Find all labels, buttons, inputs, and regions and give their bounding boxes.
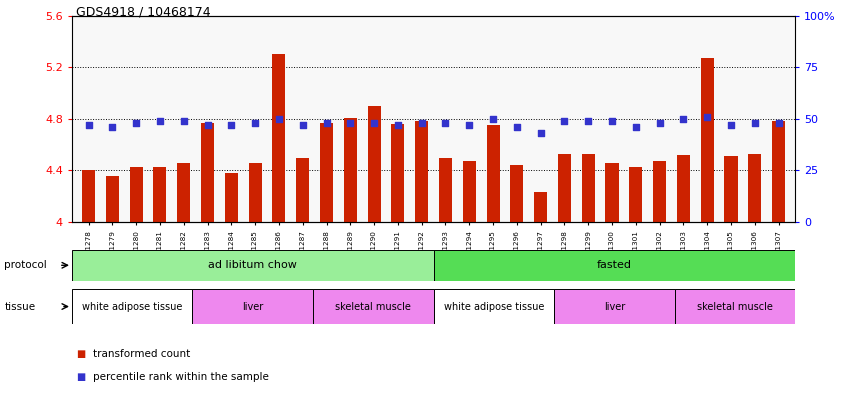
- Text: protocol: protocol: [4, 260, 47, 270]
- Bar: [677, 155, 690, 222]
- Text: tissue: tissue: [4, 301, 36, 312]
- Bar: [296, 158, 310, 222]
- Bar: [415, 121, 428, 222]
- Point: [486, 116, 500, 122]
- Bar: [534, 193, 547, 222]
- Bar: [82, 171, 95, 222]
- Text: percentile rank within the sample: percentile rank within the sample: [93, 372, 269, 382]
- Text: skeletal muscle: skeletal muscle: [697, 301, 773, 312]
- Point: [343, 120, 357, 126]
- Bar: [554, 289, 674, 324]
- Bar: [192, 289, 313, 324]
- Text: GDS4918 / 10468174: GDS4918 / 10468174: [76, 6, 211, 19]
- Text: fasted: fasted: [597, 260, 632, 270]
- Bar: [558, 154, 571, 222]
- Bar: [392, 124, 404, 222]
- Bar: [343, 118, 357, 222]
- Bar: [439, 158, 452, 222]
- Point: [391, 122, 404, 128]
- Bar: [433, 289, 554, 324]
- Point: [510, 124, 524, 130]
- Point: [153, 118, 167, 124]
- Point: [201, 122, 214, 128]
- Text: white adipose tissue: white adipose tissue: [82, 301, 183, 312]
- Bar: [606, 163, 618, 222]
- Bar: [177, 163, 190, 222]
- Bar: [201, 123, 214, 222]
- Point: [415, 120, 428, 126]
- Text: liver: liver: [242, 301, 263, 312]
- Point: [129, 120, 143, 126]
- Bar: [249, 163, 261, 222]
- Point: [772, 120, 785, 126]
- Point: [367, 120, 381, 126]
- Text: skeletal muscle: skeletal muscle: [335, 301, 411, 312]
- Bar: [225, 173, 238, 222]
- Point: [439, 120, 453, 126]
- Point: [605, 118, 618, 124]
- Point: [177, 118, 190, 124]
- Bar: [367, 106, 381, 222]
- Point: [463, 122, 476, 128]
- Point: [249, 120, 262, 126]
- Bar: [72, 289, 192, 324]
- Point: [748, 120, 761, 126]
- Bar: [724, 156, 738, 222]
- Point: [581, 118, 595, 124]
- Point: [534, 130, 547, 136]
- Bar: [72, 250, 433, 281]
- Bar: [153, 167, 167, 222]
- Text: ■: ■: [76, 372, 85, 382]
- Text: liver: liver: [604, 301, 625, 312]
- Point: [700, 114, 714, 120]
- Point: [558, 118, 571, 124]
- Bar: [463, 162, 475, 222]
- Point: [82, 122, 96, 128]
- Text: ad libitum chow: ad libitum chow: [208, 260, 297, 270]
- Bar: [272, 54, 285, 222]
- Point: [106, 124, 119, 130]
- Point: [272, 116, 286, 122]
- Bar: [772, 121, 785, 222]
- Point: [320, 120, 333, 126]
- Text: ■: ■: [76, 349, 85, 359]
- Bar: [748, 154, 761, 222]
- Bar: [629, 167, 642, 222]
- Point: [224, 122, 238, 128]
- Bar: [433, 250, 795, 281]
- Bar: [674, 289, 795, 324]
- Text: white adipose tissue: white adipose tissue: [443, 301, 544, 312]
- Bar: [106, 176, 119, 222]
- Bar: [510, 165, 524, 222]
- Point: [724, 122, 738, 128]
- Point: [296, 122, 310, 128]
- Bar: [700, 58, 714, 222]
- Bar: [320, 123, 333, 222]
- Bar: [129, 167, 143, 222]
- Point: [653, 120, 667, 126]
- Bar: [486, 125, 500, 222]
- Text: transformed count: transformed count: [93, 349, 190, 359]
- Point: [629, 124, 643, 130]
- Bar: [582, 154, 595, 222]
- Bar: [313, 289, 433, 324]
- Bar: [653, 162, 666, 222]
- Point: [677, 116, 690, 122]
